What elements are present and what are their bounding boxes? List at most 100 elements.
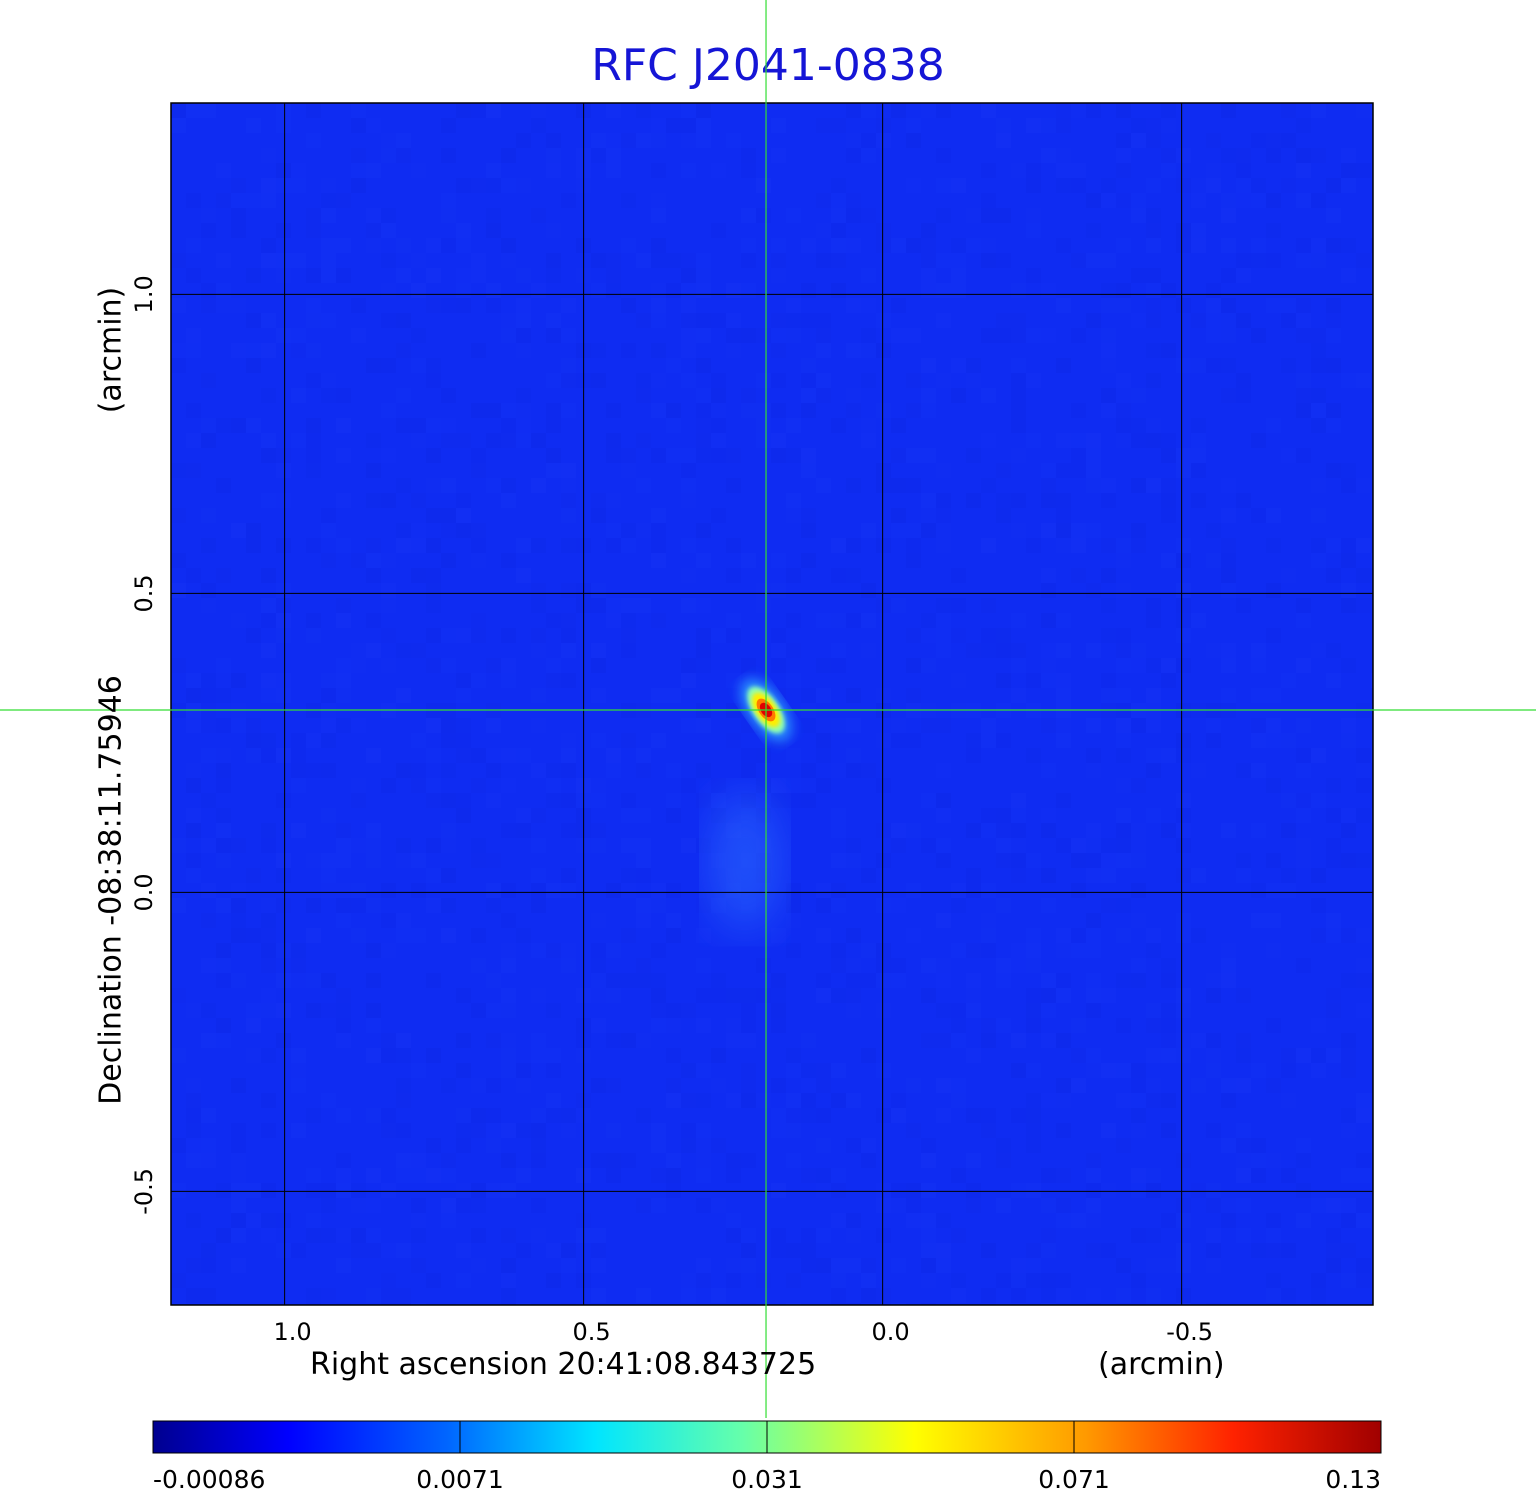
noise-cell [171, 1183, 186, 1198]
noise-cell [831, 1288, 846, 1303]
noise-cell [471, 538, 486, 553]
noise-cell [261, 898, 276, 913]
noise-cell [876, 853, 891, 868]
noise-cell [666, 1018, 681, 1033]
noise-cell [921, 1258, 936, 1273]
noise-cell [876, 733, 891, 748]
noise-cell [351, 718, 366, 733]
noise-cell [1356, 373, 1371, 388]
noise-cell [1236, 763, 1251, 778]
noise-cell [1056, 523, 1071, 538]
noise-cell [426, 508, 441, 523]
noise-cell [1056, 538, 1071, 553]
noise-cell [606, 448, 621, 463]
noise-cell [1131, 538, 1146, 553]
noise-cell [906, 733, 921, 748]
noise-cell [396, 133, 411, 148]
noise-cell [666, 358, 681, 373]
noise-cell [891, 478, 906, 493]
noise-cell [516, 538, 531, 553]
noise-cell [756, 748, 771, 763]
noise-cell [1101, 193, 1116, 208]
noise-cell [651, 253, 666, 268]
noise-cell [501, 778, 516, 793]
noise-cell [1041, 1198, 1056, 1213]
noise-cell [381, 553, 396, 568]
noise-cell [1146, 748, 1161, 763]
noise-cell [486, 283, 501, 298]
noise-cell [411, 778, 426, 793]
noise-cell [1101, 388, 1116, 403]
noise-cell [621, 808, 636, 823]
noise-cell [1176, 988, 1191, 1003]
noise-cell [531, 943, 546, 958]
noise-cell [1146, 1288, 1161, 1303]
noise-cell [1266, 1078, 1281, 1093]
noise-cell [1236, 988, 1251, 1003]
noise-cell [1221, 1078, 1236, 1093]
noise-cell [891, 448, 906, 463]
noise-cell [846, 718, 861, 733]
noise-cell [1056, 973, 1071, 988]
noise-cell [1311, 643, 1326, 658]
noise-cell [261, 1213, 276, 1228]
noise-cell [1251, 1243, 1266, 1258]
noise-cell [561, 373, 576, 388]
noise-cell [306, 763, 321, 778]
noise-cell [1041, 493, 1056, 508]
noise-cell [1326, 463, 1341, 478]
noise-cell [1086, 988, 1101, 1003]
noise-cell [681, 298, 696, 313]
noise-cell [681, 1003, 696, 1018]
noise-cell [336, 883, 351, 898]
noise-cell [1086, 583, 1101, 598]
noise-cell [531, 1198, 546, 1213]
noise-cell [1116, 388, 1131, 403]
noise-cell [861, 943, 876, 958]
noise-cell [936, 853, 951, 868]
noise-cell [366, 748, 381, 763]
noise-cell [531, 1153, 546, 1168]
noise-cell [411, 1153, 426, 1168]
noise-cell [1176, 238, 1191, 253]
noise-cell [906, 628, 921, 643]
noise-cell [921, 493, 936, 508]
noise-cell [1131, 823, 1146, 838]
noise-cell [606, 133, 621, 148]
noise-cell [426, 1273, 441, 1288]
noise-cell [291, 1123, 306, 1138]
noise-cell [321, 763, 336, 778]
noise-cell [186, 778, 201, 793]
noise-cell [1236, 868, 1251, 883]
noise-cell [786, 1123, 801, 1138]
noise-cell [1056, 1033, 1071, 1048]
noise-cell [366, 838, 381, 853]
noise-cell [666, 1153, 681, 1168]
noise-cell [891, 238, 906, 253]
noise-cell [471, 1198, 486, 1213]
noise-cell [501, 238, 516, 253]
noise-cell [561, 613, 576, 628]
noise-cell [456, 508, 471, 523]
noise-cell [1071, 1018, 1086, 1033]
noise-cell [201, 538, 216, 553]
noise-cell [1116, 553, 1131, 568]
noise-cell [1011, 688, 1026, 703]
noise-cell [486, 103, 501, 118]
noise-cell [1146, 1168, 1161, 1183]
noise-cell [426, 538, 441, 553]
noise-cell [816, 223, 831, 238]
noise-cell [771, 238, 786, 253]
noise-cell [1101, 898, 1116, 913]
noise-cell [366, 118, 381, 133]
noise-cell [591, 988, 606, 1003]
noise-cell [441, 1213, 456, 1228]
noise-cell [936, 793, 951, 808]
noise-cell [1161, 118, 1176, 133]
noise-cell [1341, 163, 1356, 178]
noise-cell [396, 268, 411, 283]
noise-cell [1056, 298, 1071, 313]
noise-cell [1176, 448, 1191, 463]
noise-cell [891, 1198, 906, 1213]
